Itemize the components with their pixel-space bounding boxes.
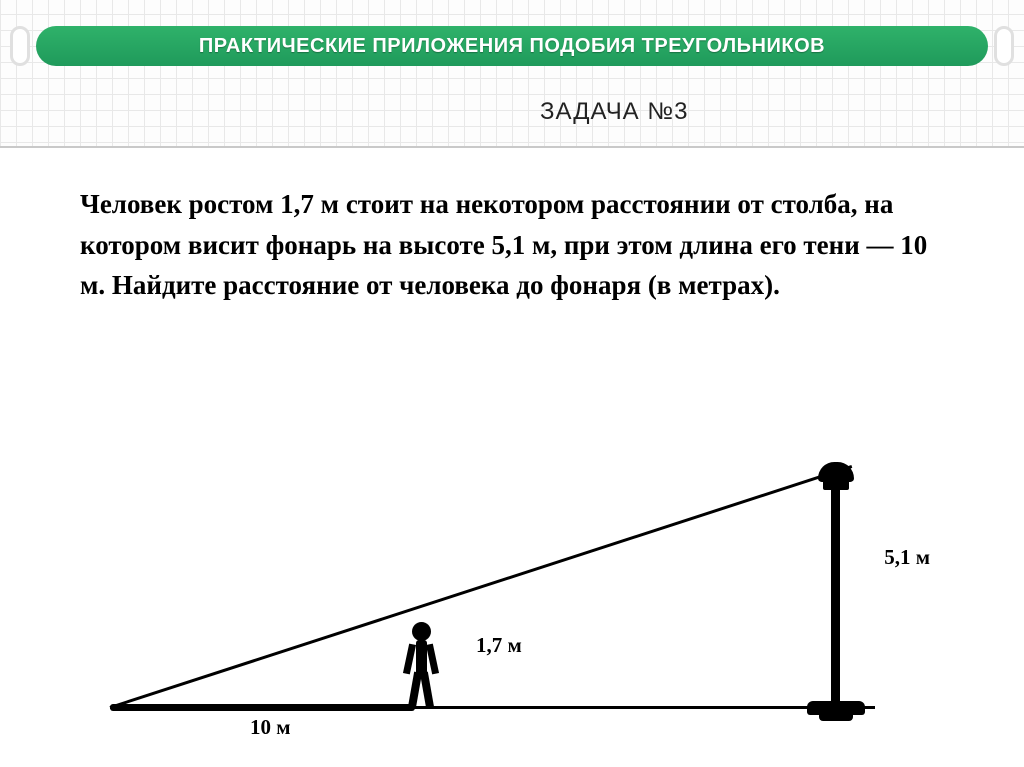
light-ray-line bbox=[110, 465, 853, 709]
problem-text: Человек ростом 1,7 м стоит на некотором … bbox=[80, 184, 950, 306]
shadow-segment bbox=[110, 704, 415, 711]
lamp-post-base bbox=[807, 701, 865, 715]
title-endcap-right bbox=[994, 26, 1014, 66]
page-title: ПРАКТИЧЕСКИЕ ПРИЛОЖЕНИЯ ПОДОБИЯ ТРЕУГОЛЬ… bbox=[36, 26, 988, 66]
label-person-height: 1,7 м bbox=[476, 633, 522, 658]
geometry-diagram: 1,7 м 10 м 5,1 м bbox=[80, 420, 960, 740]
title-bar-container: ПРАКТИЧЕСКИЕ ПРИЛОЖЕНИЯ ПОДОБИЯ ТРЕУГОЛЬ… bbox=[10, 24, 1014, 68]
lamp-post bbox=[831, 490, 840, 705]
problem-number: ЗАДАЧА №3 bbox=[540, 98, 688, 126]
title-endcap-left bbox=[10, 26, 30, 66]
person-icon bbox=[396, 622, 446, 708]
label-shadow-length: 10 м bbox=[250, 715, 291, 740]
label-pole-height: 5,1 м bbox=[884, 545, 930, 570]
